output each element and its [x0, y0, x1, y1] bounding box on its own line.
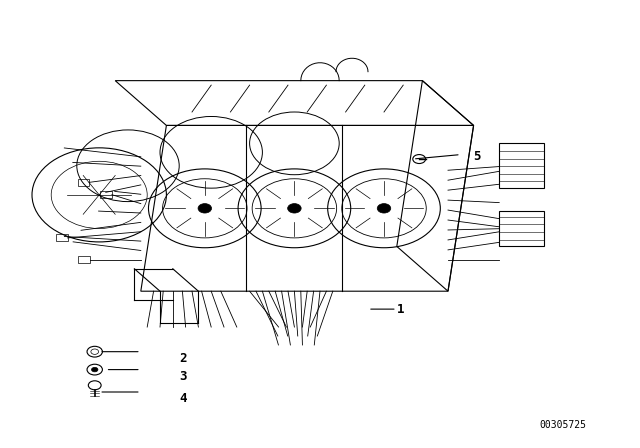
Bar	[56, 234, 67, 241]
Text: 1: 1	[397, 302, 404, 316]
Bar	[78, 256, 90, 263]
Circle shape	[198, 203, 212, 213]
Bar	[100, 191, 112, 198]
Text: 2: 2	[179, 352, 187, 365]
Text: 4: 4	[179, 392, 187, 405]
Bar	[77, 179, 89, 186]
Circle shape	[92, 367, 98, 372]
Circle shape	[377, 203, 391, 213]
Text: 3: 3	[179, 370, 187, 383]
Text: 5: 5	[474, 150, 481, 164]
Circle shape	[287, 203, 301, 213]
Text: 00305725: 00305725	[540, 420, 587, 430]
